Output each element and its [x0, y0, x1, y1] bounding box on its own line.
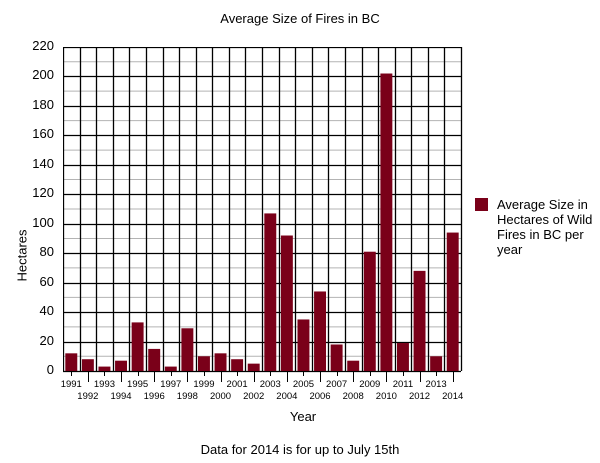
x-tick-label: 1997	[160, 379, 182, 390]
x-tick-label: 2007	[326, 379, 348, 390]
x-tick-label: 2014	[442, 391, 464, 402]
bar-2005	[297, 319, 310, 371]
y-tick-label: 100	[32, 214, 54, 230]
bar-1998	[181, 328, 194, 371]
y-tick-label: 40	[39, 303, 54, 319]
bar-1994	[115, 360, 128, 371]
bar-2010	[380, 73, 393, 371]
y-tick-label: 60	[39, 273, 54, 289]
bar-2013	[430, 356, 443, 371]
x-tick-label: 2011	[392, 379, 414, 390]
bar-1996	[148, 348, 161, 371]
y-tick-label: 220	[32, 38, 54, 53]
x-tick-label: 1992	[77, 391, 99, 402]
bar-1995	[131, 322, 144, 371]
x-tick-label: 1998	[176, 391, 198, 402]
x-tick-label: 2008	[342, 391, 364, 402]
y-tick-label: 20	[39, 332, 54, 348]
x-tick-label: 2006	[309, 391, 331, 402]
x-tick-label: 2002	[243, 391, 265, 402]
y-tick-label: 180	[32, 96, 54, 112]
bar-1993	[98, 366, 111, 371]
x-axis-title: Year	[289, 409, 317, 424]
bar-2012	[413, 270, 426, 371]
bar-1999	[197, 356, 210, 371]
legend-swatch	[475, 198, 488, 211]
chart-title: Average Size of Fires in BC	[220, 11, 380, 26]
x-tick-label: 2001	[226, 379, 248, 390]
bar-2000	[214, 353, 227, 371]
y-tick-label: 140	[32, 155, 54, 171]
x-tick-label: 1994	[110, 391, 132, 402]
footnote: Data for 2014 is for up to July 15th	[200, 442, 400, 457]
y-tick-label: 200	[32, 67, 54, 83]
x-tick-label: 2005	[292, 379, 315, 390]
y-tick-label: 80	[39, 244, 54, 260]
x-tick-label: 2009	[359, 379, 381, 390]
bar-2004	[280, 235, 293, 371]
plot-area	[63, 47, 463, 382]
legend-label: Average Size in Hectares of Wild Fires i…	[497, 197, 593, 257]
bar-2014	[446, 232, 459, 371]
y-tick-label: 160	[32, 126, 54, 142]
x-tick-label: 1996	[143, 391, 165, 402]
x-tick-label: 2000	[209, 391, 232, 402]
bar-2002	[247, 363, 260, 371]
bar-2001	[231, 359, 244, 371]
x-tick-label: 2010	[375, 391, 397, 402]
x-tick-label: 2004	[276, 391, 298, 402]
x-tick-label: 2012	[408, 391, 431, 402]
bar-2008	[347, 360, 360, 371]
x-tick-label: 1993	[93, 379, 116, 390]
x-tick-label: 1999	[193, 379, 215, 390]
bar-2007	[330, 344, 343, 371]
bar-2011	[396, 343, 409, 371]
bar-1992	[81, 359, 94, 371]
y-tick-label: 120	[32, 185, 54, 201]
x-tick-label: 1995	[127, 379, 149, 390]
bar-1997	[164, 366, 177, 371]
x-tick-label: 2003	[259, 379, 281, 390]
bar-2003	[264, 213, 277, 371]
x-tick-label: 1991	[60, 379, 82, 390]
bar-1991	[65, 353, 78, 371]
x-tick-label: 2013	[425, 379, 447, 390]
bar-2006	[314, 291, 327, 371]
bar-chart	[63, 47, 463, 382]
bar-2009	[363, 251, 376, 371]
y-tick-label: 0	[46, 362, 54, 377]
